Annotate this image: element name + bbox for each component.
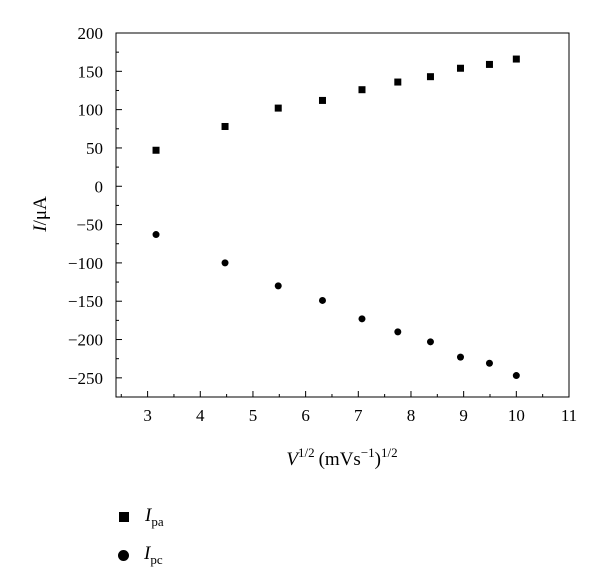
point-ipa <box>426 73 434 81</box>
legend-label-ipc-sub: pc <box>150 551 163 567</box>
x-tick-label: 3 <box>143 406 152 425</box>
point-ipc <box>152 231 160 239</box>
y-axis-title-unit: /μA <box>30 196 51 225</box>
point-ipc <box>221 259 229 267</box>
x-axis-title: V1/2 (mVs−1)1/2 <box>286 445 397 470</box>
y-tick-label: −150 <box>68 292 103 311</box>
point-ipc <box>394 328 402 336</box>
y-tick-label: −200 <box>68 331 103 350</box>
y-axis-title-symbol: I <box>30 224 51 233</box>
x-axis-title-unit-end-sup: 1/2 <box>381 445 398 460</box>
plot-border <box>115 32 570 398</box>
x-tick-label: 7 <box>354 406 363 425</box>
x-tick-label: 9 <box>459 406 468 425</box>
point-ipa <box>512 55 520 63</box>
point-ipa <box>274 104 282 112</box>
legend-label-ipc-main: I <box>144 542 151 564</box>
x-tick-label: 10 <box>508 406 525 425</box>
x-tick-label: 4 <box>196 406 205 425</box>
legend-item-ipa: Ipa <box>118 498 164 536</box>
y-tick-label: 50 <box>86 139 103 158</box>
x-axis-title-symbol: V <box>286 449 300 470</box>
data-points <box>152 55 520 380</box>
y-axis-title: I/μA <box>30 196 51 233</box>
point-ipc <box>426 338 434 346</box>
point-ipc <box>456 353 464 361</box>
x-axis-title-unit: (mVs <box>319 449 361 470</box>
y-axis: −250 −200 −150 −100 −50 0 50 100 150 200 <box>68 24 122 398</box>
x-tick-label: 5 <box>249 406 258 425</box>
x-axis: 3 4 5 6 7 8 9 10 11 <box>120 391 577 425</box>
point-ipa <box>358 86 366 94</box>
point-ipa <box>152 146 160 154</box>
plot-frame <box>115 32 570 398</box>
x-axis-title-sup: 1/2 <box>298 445 315 460</box>
point-ipc <box>358 315 366 323</box>
legend-label-ipa: Ipa <box>145 505 164 530</box>
point-ipa <box>456 64 464 72</box>
circle-marker-icon <box>118 549 129 561</box>
y-tick-label: 100 <box>78 101 104 120</box>
scatter-chart: 3 4 5 6 7 8 9 10 11 −250 −200 −150 −100 −50 0 50 100 150… <box>30 24 577 470</box>
point-ipa <box>221 122 229 130</box>
point-ipc <box>274 282 282 290</box>
point-ipc <box>485 359 493 367</box>
point-ipa <box>394 78 402 86</box>
point-ipc <box>318 296 326 304</box>
y-tick-label: 0 <box>95 177 104 196</box>
legend-item-ipc: Ipc <box>118 536 164 574</box>
x-tick-label: 11 <box>561 406 577 425</box>
legend-label-ipa-main: I <box>145 504 152 526</box>
point-ipa <box>485 60 493 68</box>
x-axis-title-unit-end: ) <box>375 449 381 470</box>
x-axis-title-unit-sup: −1 <box>361 445 375 460</box>
x-tick-label: 8 <box>407 406 416 425</box>
square-marker-icon <box>119 512 129 522</box>
legend-label-ipc: Ipc <box>144 543 163 568</box>
x-tick-label: 6 <box>301 406 310 425</box>
y-tick-label: 150 <box>78 62 104 81</box>
point-ipc <box>512 372 520 380</box>
point-ipa <box>318 96 326 104</box>
y-tick-label: −50 <box>76 216 103 235</box>
y-tick-label: 200 <box>78 24 104 43</box>
y-tick-label: −100 <box>68 254 103 273</box>
legend-label-ipa-sub: pa <box>151 513 164 529</box>
y-tick-label: −250 <box>68 369 103 388</box>
legend: Ipa Ipc <box>118 498 164 574</box>
